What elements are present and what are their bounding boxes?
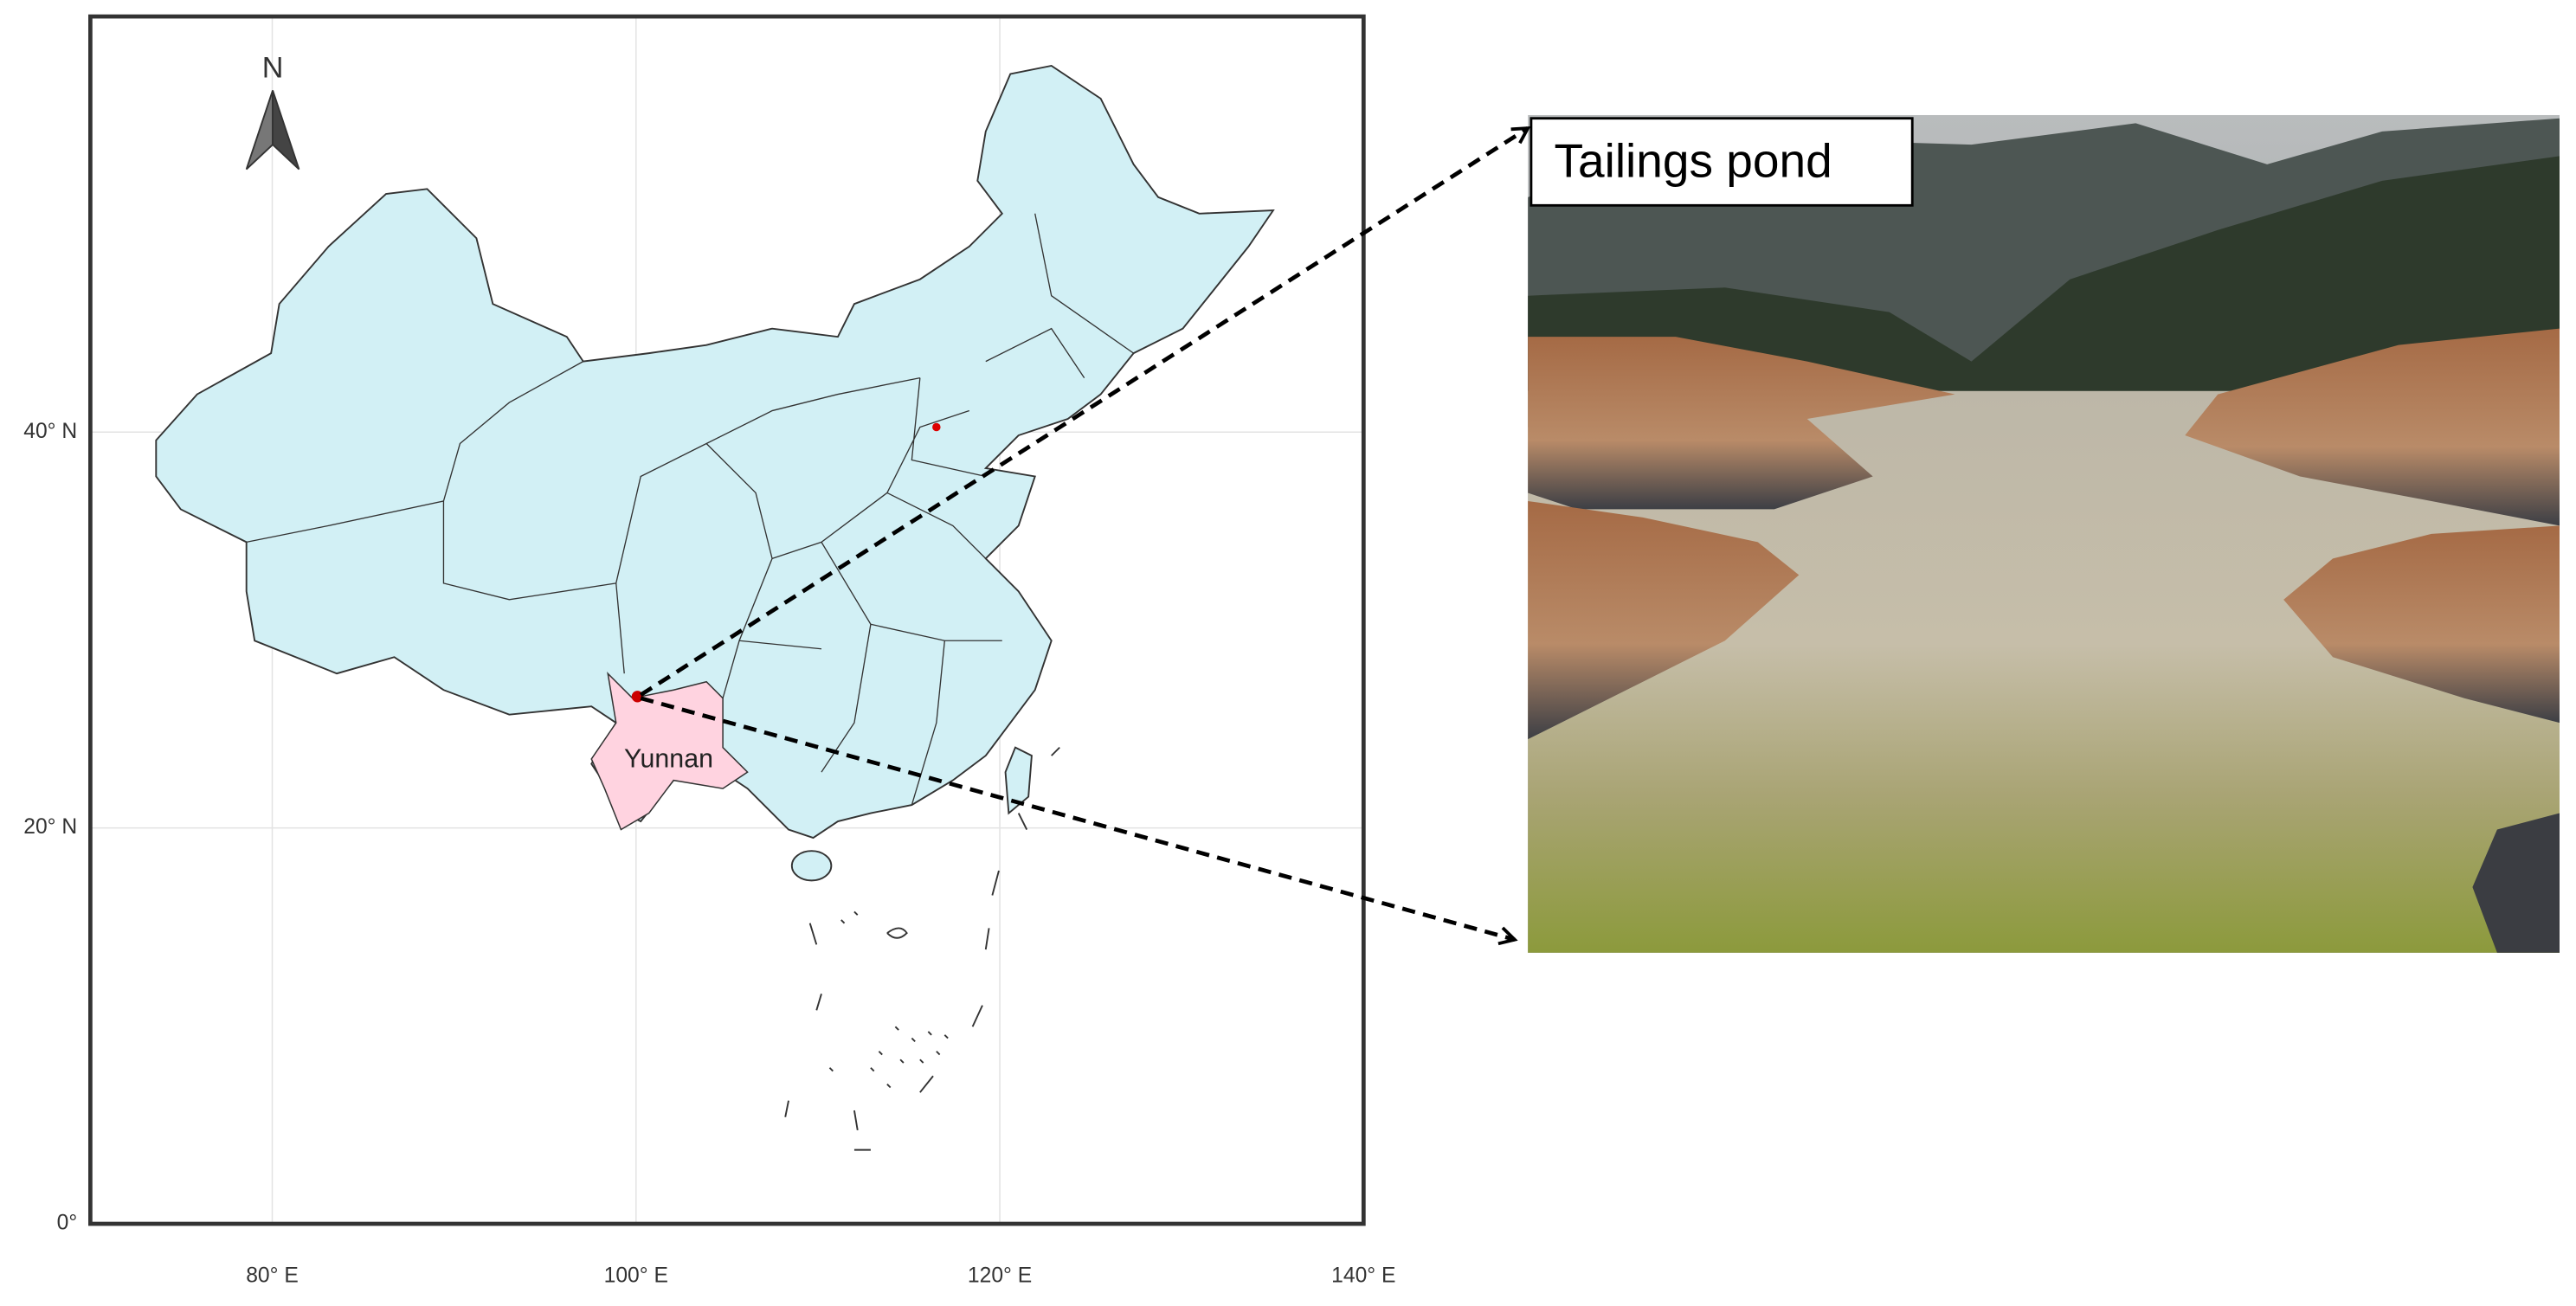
province-borders	[246, 213, 1134, 806]
y-tick-label: 20° N	[23, 815, 77, 839]
photo	[1528, 114, 2560, 953]
y-tick-label: 40° N	[23, 420, 77, 443]
photo-label: Tailings pond	[1554, 133, 1832, 187]
terrace-right-low	[2283, 525, 2560, 724]
x-tick-label: 140° E	[1331, 1264, 1395, 1287]
terrace-left-low	[1528, 500, 1800, 740]
tick-labels: 80° E 100° E 120° E 140° E 0° 20° N 40° N	[23, 420, 1395, 1287]
yunnan-region	[590, 672, 749, 831]
terrace-right	[2185, 328, 2560, 526]
terrace-left	[1528, 337, 1955, 510]
region-label: Yunnan	[624, 744, 713, 773]
taiwan	[1004, 746, 1033, 815]
arrow-right	[272, 90, 300, 170]
north-arrow: N	[245, 51, 300, 170]
arrow-left	[245, 90, 274, 170]
hainan	[790, 850, 833, 882]
x-tick-label: 100° E	[604, 1264, 668, 1287]
pointer-arrow-bottom	[640, 696, 1515, 940]
beijing-marker	[932, 422, 941, 432]
pointer-arrow-top	[639, 128, 1528, 697]
china-map: Yunnan	[155, 64, 1275, 1151]
map-frame	[88, 14, 1366, 1226]
x-tick-label: 120° E	[968, 1264, 1032, 1287]
north-label: N	[262, 51, 284, 84]
label-box	[1530, 117, 1914, 207]
terrace-bottom-right	[2472, 813, 2560, 953]
x-tick-label: 80° E	[246, 1264, 299, 1287]
y-tick-label: 0°	[57, 1212, 78, 1235]
islands	[784, 746, 1060, 1151]
